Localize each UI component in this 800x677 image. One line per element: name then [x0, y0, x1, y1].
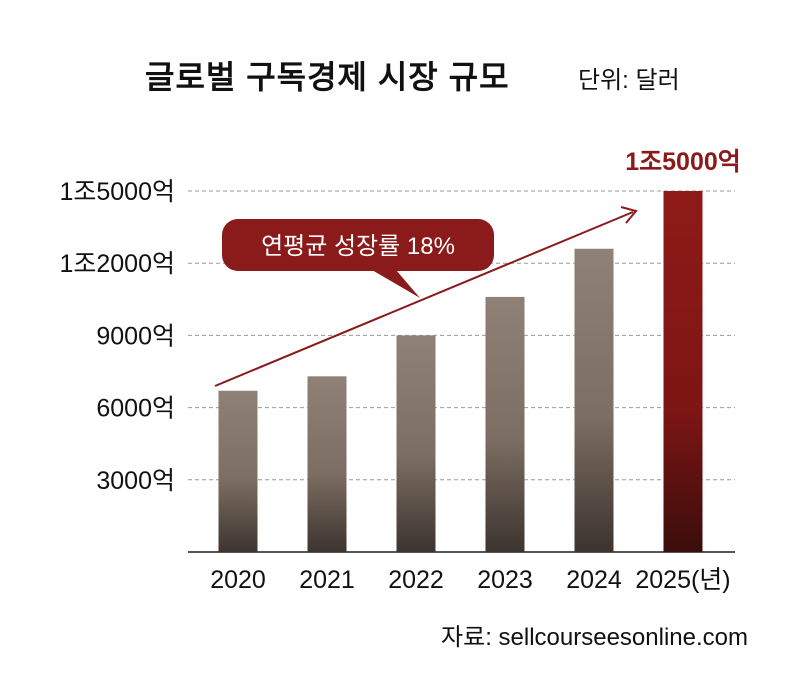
- y-tick-label: 6000억: [96, 395, 175, 423]
- unit-label: 단위: 달러: [578, 67, 680, 94]
- chart-title: 글로벌 구독경제 시장 규모: [145, 59, 510, 95]
- x-tick-label: 2020: [210, 566, 266, 594]
- highlight-value-label: 1조5000억: [625, 148, 741, 176]
- trend-arrowhead: [620, 206, 638, 224]
- y-tick-label: 1조5000억: [59, 178, 175, 206]
- x-tick-label: 2021: [299, 566, 355, 594]
- bar: [218, 390, 258, 552]
- bar: [485, 296, 525, 552]
- trend-line: [214, 211, 634, 387]
- x-tick-label: 2023: [477, 566, 533, 594]
- source-label: 자료: sellcourseesonline.com: [441, 624, 748, 651]
- y-tick-label: 1조2000억: [59, 250, 175, 278]
- y-tick-label: 9000억: [96, 322, 175, 350]
- callout-pointer: [372, 270, 420, 298]
- bar: [574, 248, 614, 552]
- bar: [396, 335, 436, 552]
- callout-badge: [222, 219, 494, 271]
- bar: [307, 376, 347, 552]
- callout-text: 연평균 성장률 18%: [261, 233, 455, 260]
- x-tick-label: 2025(년): [635, 566, 730, 594]
- x-tick-label: 2022: [388, 566, 444, 594]
- bar-highlight: [663, 191, 703, 552]
- x-tick-label: 2024: [566, 566, 622, 594]
- y-tick-label: 3000억: [96, 467, 175, 495]
